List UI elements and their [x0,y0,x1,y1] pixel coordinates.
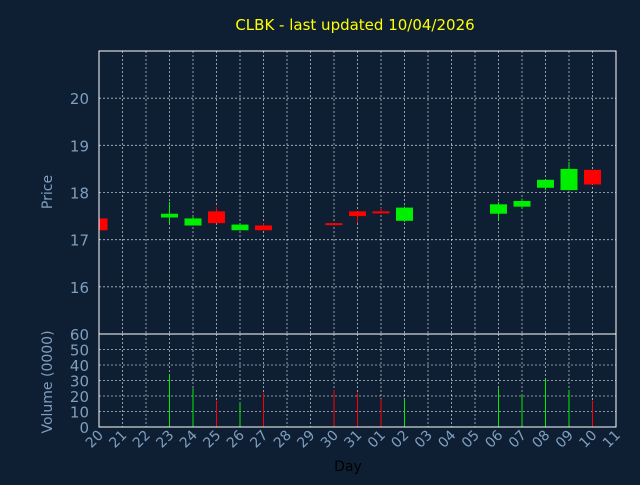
candle-body [255,225,272,231]
x-tick-label: 25 [200,428,224,452]
candle-body [184,218,202,226]
volume-tick-label: 60 [70,326,89,344]
x-tick-label: 24 [177,427,201,451]
x-tick-label: 27 [247,428,271,452]
price-tick-label: 18 [70,185,89,203]
chart-title: CLBK - last updated 10/04/2026 [235,16,474,34]
candle-body [99,218,108,231]
volume-tick-label: 50 [70,342,89,360]
x-axis-label: Day [334,459,362,475]
candle-body [490,204,507,214]
x-tick-label: 28 [271,428,295,452]
price-tick-label: 19 [70,137,89,155]
x-tick-label: 07 [506,428,530,452]
price-axis-label: Price [40,175,56,209]
candle-body [560,168,578,191]
x-tick-label: 21 [106,428,130,452]
price-tick-label: 16 [70,279,89,297]
volume-series [169,374,593,427]
x-tick-label: 05 [459,428,483,452]
candlestick-series [98,161,601,231]
x-tick-label: 30 [318,428,342,452]
x-tick-label: 26 [224,427,248,451]
candle-body [325,223,343,226]
candle-body [231,224,249,231]
candle-body [349,211,366,217]
x-tick-label: 29 [294,428,318,452]
volume-tick-label: 30 [70,373,89,391]
panel-frames [98,50,617,428]
x-tick-label: 03 [412,428,436,452]
candle-body [513,200,531,207]
volume-tick-label: 20 [70,388,89,406]
x-tick-label: 01 [365,428,389,452]
x-tick-label: 04 [435,427,459,451]
candle-body [584,169,601,185]
x-tick-label: 06 [482,427,506,451]
candle-body [372,211,390,214]
volume-panel-frame [98,333,617,428]
x-tick-label: 31 [341,428,365,452]
x-tick-label: 10 [576,428,600,452]
x-tick-label: 11 [600,428,624,452]
x-tick-label: 02 [388,428,412,452]
price-tick-label: 20 [70,90,89,108]
candle-body [396,207,413,221]
x-tick-label: 09 [553,428,577,452]
x-tick-label: 22 [130,428,154,452]
candle-body [161,213,178,218]
x-tick-label: 08 [529,428,553,452]
price-tick-label: 17 [70,232,89,250]
candle-body [537,179,554,188]
x-tick-label: 23 [153,428,177,452]
volume-tick-label: 0 [79,419,89,437]
price-grid [99,51,616,334]
volume-tick-label: 10 [70,404,89,422]
volume-axis-label: Volume (0000) [40,330,56,433]
candle-body [208,211,225,224]
volume-tick-label: 40 [70,357,89,375]
